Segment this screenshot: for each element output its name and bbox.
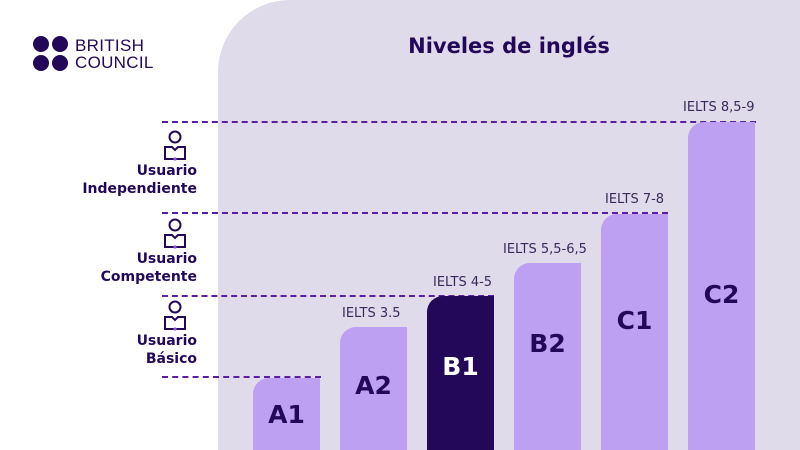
logo-dots-icon [33, 36, 68, 71]
bar-b1: B1 [427, 296, 494, 450]
user-group-basico: Usuario Básico [137, 300, 197, 368]
bar-label: C2 [703, 280, 740, 309]
bar-c2: C2 [688, 122, 755, 450]
user-group-label-line2: Competente [100, 269, 197, 285]
bar-label: B1 [442, 352, 479, 381]
ielts-label-b2: IELTS 5,5-6,5 [503, 242, 587, 257]
person-book-icon [164, 130, 186, 161]
user-group-competente: Usuario Competente [101, 218, 197, 286]
bar-a2: A2 [340, 327, 407, 450]
guide-line-c2 [162, 121, 756, 123]
bar-label: B2 [529, 329, 566, 358]
logo-line2: COUNCIL [75, 52, 154, 72]
bar-c1: C1 [601, 214, 668, 450]
guide-line-c1 [162, 212, 668, 214]
user-group-label-line2: Independiente [82, 181, 197, 197]
ielts-label-a2: IELTS 3.5 [342, 306, 401, 321]
user-group-label-line1: Usuario [136, 333, 197, 349]
user-group-label-line1: Usuario [136, 163, 197, 179]
guide-line-b1 [162, 295, 494, 297]
guide-line-a1 [162, 376, 321, 378]
person-book-icon [164, 218, 186, 249]
user-group-label-line2: Básico [145, 351, 197, 367]
person-book-icon [164, 300, 186, 331]
logo-line1: BRITISH [75, 35, 145, 55]
bar-label: C1 [616, 306, 653, 335]
bar-label: A1 [268, 400, 305, 429]
ielts-label-c1: IELTS 7-8 [605, 192, 665, 207]
british-council-logo: BRITISH COUNCIL [33, 36, 154, 71]
chart-title: Niveles de inglés [408, 34, 610, 58]
bar-a1: A1 [253, 378, 320, 450]
user-group-label-line1: Usuario [136, 251, 197, 267]
logo-text: BRITISH COUNCIL [75, 37, 154, 71]
user-group-independiente: Usuario Independiente [82, 130, 197, 198]
bar-b2: B2 [514, 263, 581, 450]
ielts-label-c2: IELTS 8,5-9 [683, 100, 755, 115]
bar-label: A2 [355, 371, 392, 400]
ielts-label-b1: IELTS 4-5 [433, 275, 493, 290]
